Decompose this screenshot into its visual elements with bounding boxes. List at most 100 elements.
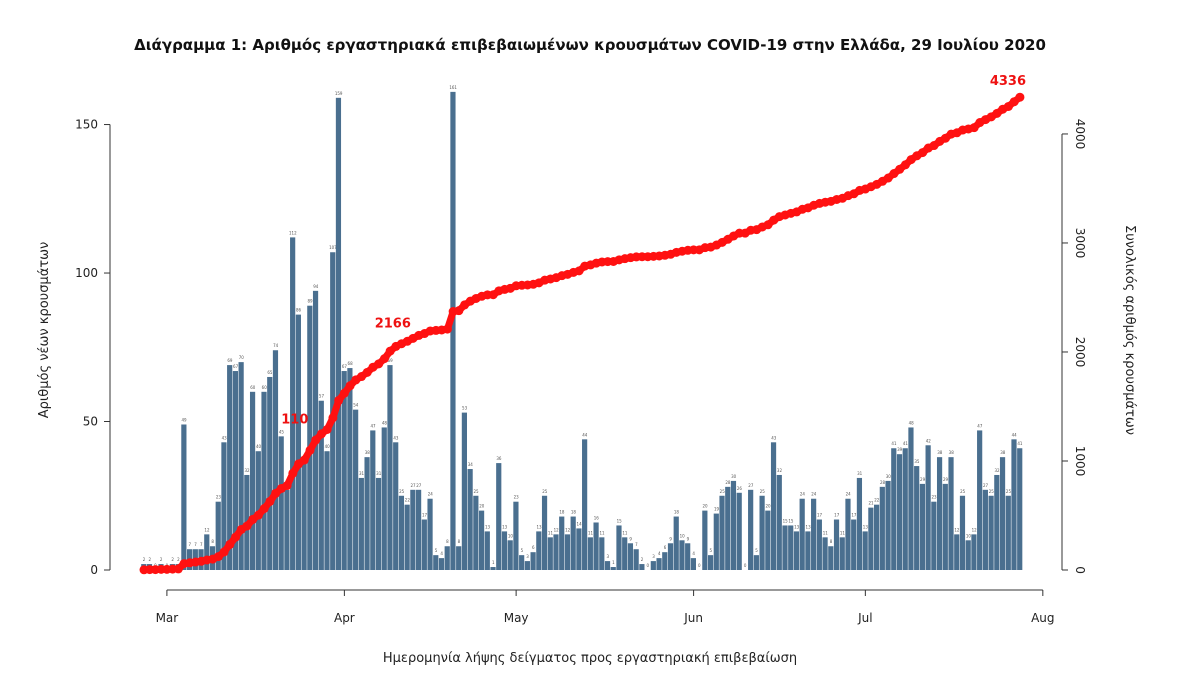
bar bbox=[559, 516, 565, 570]
bar-label: 26 bbox=[737, 486, 743, 491]
bar bbox=[272, 350, 279, 570]
bar bbox=[473, 495, 479, 570]
bar bbox=[690, 558, 696, 570]
cumulative-point bbox=[1015, 92, 1025, 102]
bar bbox=[381, 427, 387, 570]
bar-label: 20 bbox=[765, 504, 771, 509]
bar-label: 41 bbox=[891, 441, 897, 446]
cumulative-point bbox=[328, 413, 338, 423]
bar bbox=[324, 451, 330, 570]
bar bbox=[931, 501, 937, 570]
bar-label: 159 bbox=[335, 91, 343, 96]
bar-label: 89 bbox=[307, 299, 313, 304]
bar bbox=[725, 486, 731, 570]
bar-label: 1 bbox=[612, 560, 615, 565]
bar-label: 4 bbox=[658, 551, 661, 556]
bar bbox=[364, 457, 370, 570]
bar-label: 10 bbox=[680, 533, 686, 538]
x-tick-label: Jun bbox=[683, 611, 703, 625]
bar-label: 4 bbox=[440, 551, 443, 556]
bar bbox=[851, 519, 857, 570]
bar bbox=[896, 454, 903, 570]
bar-label: 10 bbox=[508, 533, 514, 538]
cumulative-point bbox=[900, 160, 910, 170]
y-left-tick-label: 50 bbox=[83, 415, 98, 429]
bar bbox=[536, 531, 542, 570]
bar-label: 31 bbox=[359, 471, 365, 476]
bar-label: 12 bbox=[204, 527, 210, 532]
bar-label: 29 bbox=[943, 477, 949, 482]
bar bbox=[759, 495, 765, 570]
bar-label: 57 bbox=[319, 394, 325, 399]
y-right-tick-label: 0 bbox=[1073, 566, 1087, 574]
bar bbox=[307, 305, 313, 570]
bar-label: 69 bbox=[227, 358, 233, 363]
bar-label: 16 bbox=[594, 515, 600, 520]
bar bbox=[736, 492, 742, 570]
bar-label: 27 bbox=[983, 483, 989, 488]
cumulative-point bbox=[282, 481, 292, 491]
bar-label: 25 bbox=[720, 489, 726, 494]
bar bbox=[484, 531, 490, 570]
bar bbox=[524, 561, 530, 570]
bar bbox=[335, 97, 342, 571]
bar bbox=[919, 483, 925, 570]
bar-label: 11 bbox=[599, 530, 605, 535]
bar bbox=[416, 489, 422, 570]
bar bbox=[707, 555, 714, 570]
bar-label: 24 bbox=[811, 492, 817, 497]
bar-label: 7 bbox=[194, 542, 197, 547]
bar bbox=[839, 537, 845, 570]
bar bbox=[713, 513, 719, 570]
bar-label: 67 bbox=[233, 364, 239, 369]
chart-title: Διάγραμμα 1: Αριθμός εργαστηριακά επιβεβ… bbox=[134, 36, 1046, 54]
bar-label: 44 bbox=[1012, 432, 1018, 437]
bar bbox=[782, 525, 788, 570]
bar bbox=[959, 495, 966, 570]
cumulative-point bbox=[345, 381, 355, 391]
bar bbox=[467, 469, 473, 570]
cumulative-point bbox=[231, 532, 241, 542]
bar bbox=[461, 412, 467, 570]
cumulative-point bbox=[969, 123, 979, 133]
bar-label: 27 bbox=[416, 483, 422, 488]
x-tick-label: Jul bbox=[857, 611, 872, 625]
bar bbox=[1011, 439, 1017, 570]
bar-label: 15 bbox=[617, 518, 623, 523]
bar-label: 12 bbox=[565, 527, 571, 532]
cumulative-point bbox=[299, 455, 309, 465]
bar bbox=[478, 510, 485, 570]
bar bbox=[278, 436, 284, 570]
cumulative-point bbox=[173, 564, 183, 574]
bar-label: 1 bbox=[492, 560, 495, 565]
bar-label: 24 bbox=[846, 492, 852, 497]
annotations: 110 2166 4336 bbox=[281, 74, 1026, 428]
bar-label: 42 bbox=[926, 438, 932, 443]
bar-label: 28 bbox=[725, 480, 731, 485]
bar bbox=[181, 424, 187, 570]
bar bbox=[513, 501, 519, 570]
bar-label: 7 bbox=[200, 542, 203, 547]
bar-label: 3 bbox=[526, 554, 529, 559]
bar bbox=[730, 480, 737, 570]
bar bbox=[1017, 448, 1023, 570]
bar-label: 25 bbox=[960, 489, 966, 494]
bar-label: 27 bbox=[411, 483, 417, 488]
bar bbox=[685, 543, 691, 570]
bar bbox=[353, 409, 359, 570]
cumulative-point bbox=[311, 435, 321, 445]
bar-label: 11 bbox=[823, 530, 829, 535]
bar bbox=[576, 528, 582, 570]
bar bbox=[421, 519, 427, 570]
bar bbox=[925, 445, 931, 570]
bar-label: 12 bbox=[972, 527, 978, 532]
bar bbox=[404, 504, 410, 570]
bar bbox=[610, 567, 616, 570]
bar bbox=[662, 552, 668, 570]
bar-label: 0 bbox=[744, 563, 747, 568]
cumulative-point bbox=[259, 504, 269, 514]
bar bbox=[702, 510, 708, 570]
bar-label: 67 bbox=[342, 364, 348, 369]
annotation-label: 4336 bbox=[990, 74, 1026, 89]
